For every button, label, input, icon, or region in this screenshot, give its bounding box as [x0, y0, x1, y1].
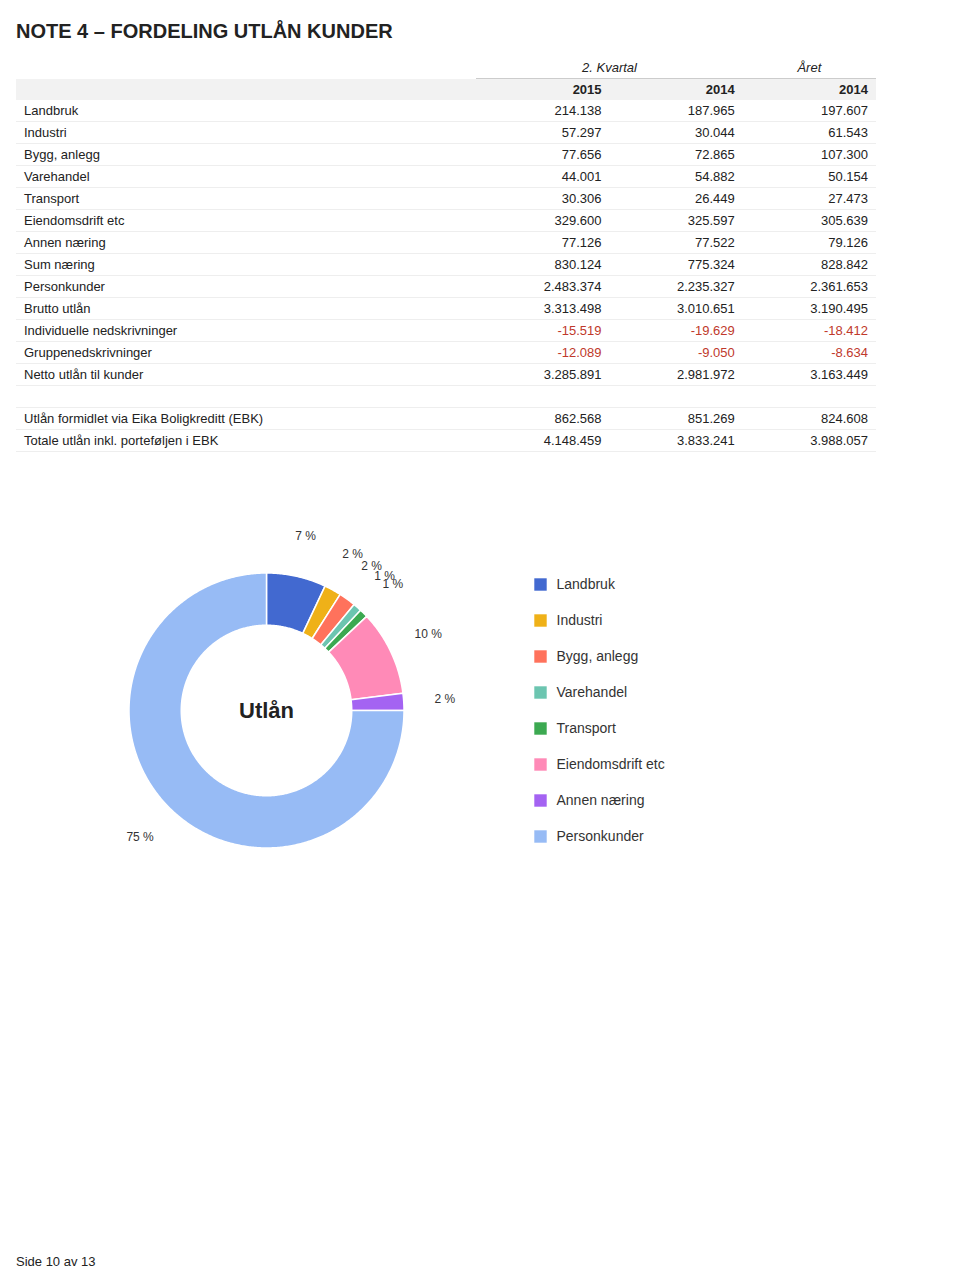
html-text:-18.412: -18.412 [823, 323, 868, 338]
svg-text:Transport: Transport [557, 720, 617, 736]
html-text:851.269: 851.269 [687, 411, 735, 426]
html-text:Landbruk: Landbruk [24, 103, 79, 118]
svg-text:7 %: 7 % [295, 529, 316, 543]
html-text:77.522: 77.522 [695, 235, 735, 250]
html-text:2014: 2014 [705, 82, 735, 97]
svg-text:Bygg, anlegg: Bygg, anlegg [557, 648, 639, 664]
html-text:79.126: 79.126 [828, 235, 868, 250]
html-text:50.154: 50.154 [828, 169, 868, 184]
html-text:Side 10 av 13: Side 10 av 13 [16, 1254, 96, 1269]
html-text:26.449: 26.449 [695, 191, 735, 206]
html-text:Individuelle nedskrivninger: Individuelle nedskrivninger [24, 323, 178, 338]
html-text:3.285.891: 3.285.891 [543, 367, 602, 382]
html-text:Bygg, anlegg: Bygg, anlegg [24, 147, 100, 162]
html-text:197.607: 197.607 [821, 103, 868, 118]
html-text:3.833.241: 3.833.241 [676, 433, 735, 448]
html-text:828.842: 828.842 [821, 257, 868, 272]
html-text:824.608: 824.608 [821, 411, 868, 426]
html-text:27.473: 27.473 [828, 191, 868, 206]
html-text:3.163.449: 3.163.449 [810, 367, 868, 382]
html-text:862.568: 862.568 [554, 411, 602, 426]
svg-text:1 %: 1 % [383, 577, 404, 591]
html-text:Sum næring: Sum næring [24, 257, 95, 272]
html-text:2015: 2015 [572, 82, 602, 97]
html-text:Annen næring: Annen næring [24, 235, 106, 250]
html-text:30.044: 30.044 [695, 125, 735, 140]
html-text:325.597: 325.597 [687, 213, 735, 228]
html-text:Varehandel: Varehandel [24, 169, 90, 184]
svg-text:Varehandel: Varehandel [557, 684, 628, 700]
html-text:775.324: 775.324 [687, 257, 735, 272]
html-text:72.865: 72.865 [695, 147, 735, 162]
html-text:2.235.327: 2.235.327 [676, 279, 735, 294]
html-text:3.190.495: 3.190.495 [810, 301, 868, 316]
html-text:77.656: 77.656 [561, 147, 602, 162]
html-text:305.639: 305.639 [821, 213, 868, 228]
html-text:77.126: 77.126 [561, 235, 602, 250]
svg-text:Industri: Industri [557, 612, 603, 628]
html-text:2.361.653: 2.361.653 [810, 279, 868, 294]
html-text:2. Kvartal: 2. Kvartal [582, 60, 637, 75]
html-text:Totale utlån inkl. porteføljen: Totale utlån inkl. porteføljen i EBK [24, 433, 219, 448]
html-text:830.124: 830.124 [554, 257, 602, 272]
html-text:54.882: 54.882 [695, 169, 735, 184]
svg-text:75 %: 75 % [126, 830, 154, 844]
html-text:Transport: Transport [24, 191, 80, 206]
html-text:Eiendomsdrift etc: Eiendomsdrift etc [24, 213, 125, 228]
html-text:Brutto utlån: Brutto utlån [24, 301, 91, 316]
html-text:-19.629: -19.629 [690, 323, 735, 338]
svg-text:2 %: 2 % [435, 692, 456, 706]
html-text:3.010.651: 3.010.651 [676, 301, 735, 316]
html-text:214.138: 214.138 [554, 103, 602, 118]
svg-text:10 %: 10 % [415, 627, 443, 641]
html-text:-12.089: -12.089 [557, 345, 602, 360]
html-text:187.965: 187.965 [687, 103, 735, 118]
html-text:3.988.057: 3.988.057 [810, 433, 868, 448]
html-text:Industri: Industri [24, 125, 67, 140]
html-text:57.297: 57.297 [561, 125, 602, 140]
html-text:44.001: 44.001 [561, 169, 602, 184]
html-text:2.483.374: 2.483.374 [543, 279, 602, 294]
html-text:Personkunder: Personkunder [24, 279, 105, 294]
html-text:-9.050: -9.050 [697, 345, 735, 360]
html-text:61.543: 61.543 [828, 125, 868, 140]
html-text:NOTE 4 – FORDELING UTLÅN KUNDE: NOTE 4 – FORDELING UTLÅN KUNDER [16, 20, 393, 42]
svg-text:2 %: 2 % [342, 547, 363, 561]
html-text:-8.634: -8.634 [831, 345, 868, 360]
svg-text:Personkunder: Personkunder [557, 828, 645, 844]
html-text:Gruppenedskrivninger: Gruppenedskrivninger [24, 345, 152, 360]
html-text:Utlån formidlet via Eika Bolig: Utlån formidlet via Eika Boligkreditt (E… [24, 411, 264, 426]
svg-text:Annen næring: Annen næring [557, 792, 645, 808]
html-text:-15.519: -15.519 [557, 323, 602, 338]
html-text:Netto utlån til kunder: Netto utlån til kunder [24, 367, 144, 382]
svg-text:Landbruk: Landbruk [557, 576, 616, 592]
html-text:4.148.459: 4.148.459 [543, 433, 602, 448]
svg-text:Utlån: Utlån [239, 698, 294, 723]
html-text:2.981.972: 2.981.972 [676, 367, 735, 382]
html-text:Året: Året [797, 60, 822, 75]
html-text:329.600: 329.600 [554, 213, 602, 228]
html-text:30.306: 30.306 [561, 191, 602, 206]
html-text:2014: 2014 [839, 82, 868, 97]
svg-text:2 %: 2 % [361, 558, 382, 573]
html-text:107.300: 107.300 [821, 147, 868, 162]
html-text:3.313.498: 3.313.498 [543, 301, 602, 316]
svg-text:Eiendomsdrift etc: Eiendomsdrift etc [557, 756, 665, 772]
